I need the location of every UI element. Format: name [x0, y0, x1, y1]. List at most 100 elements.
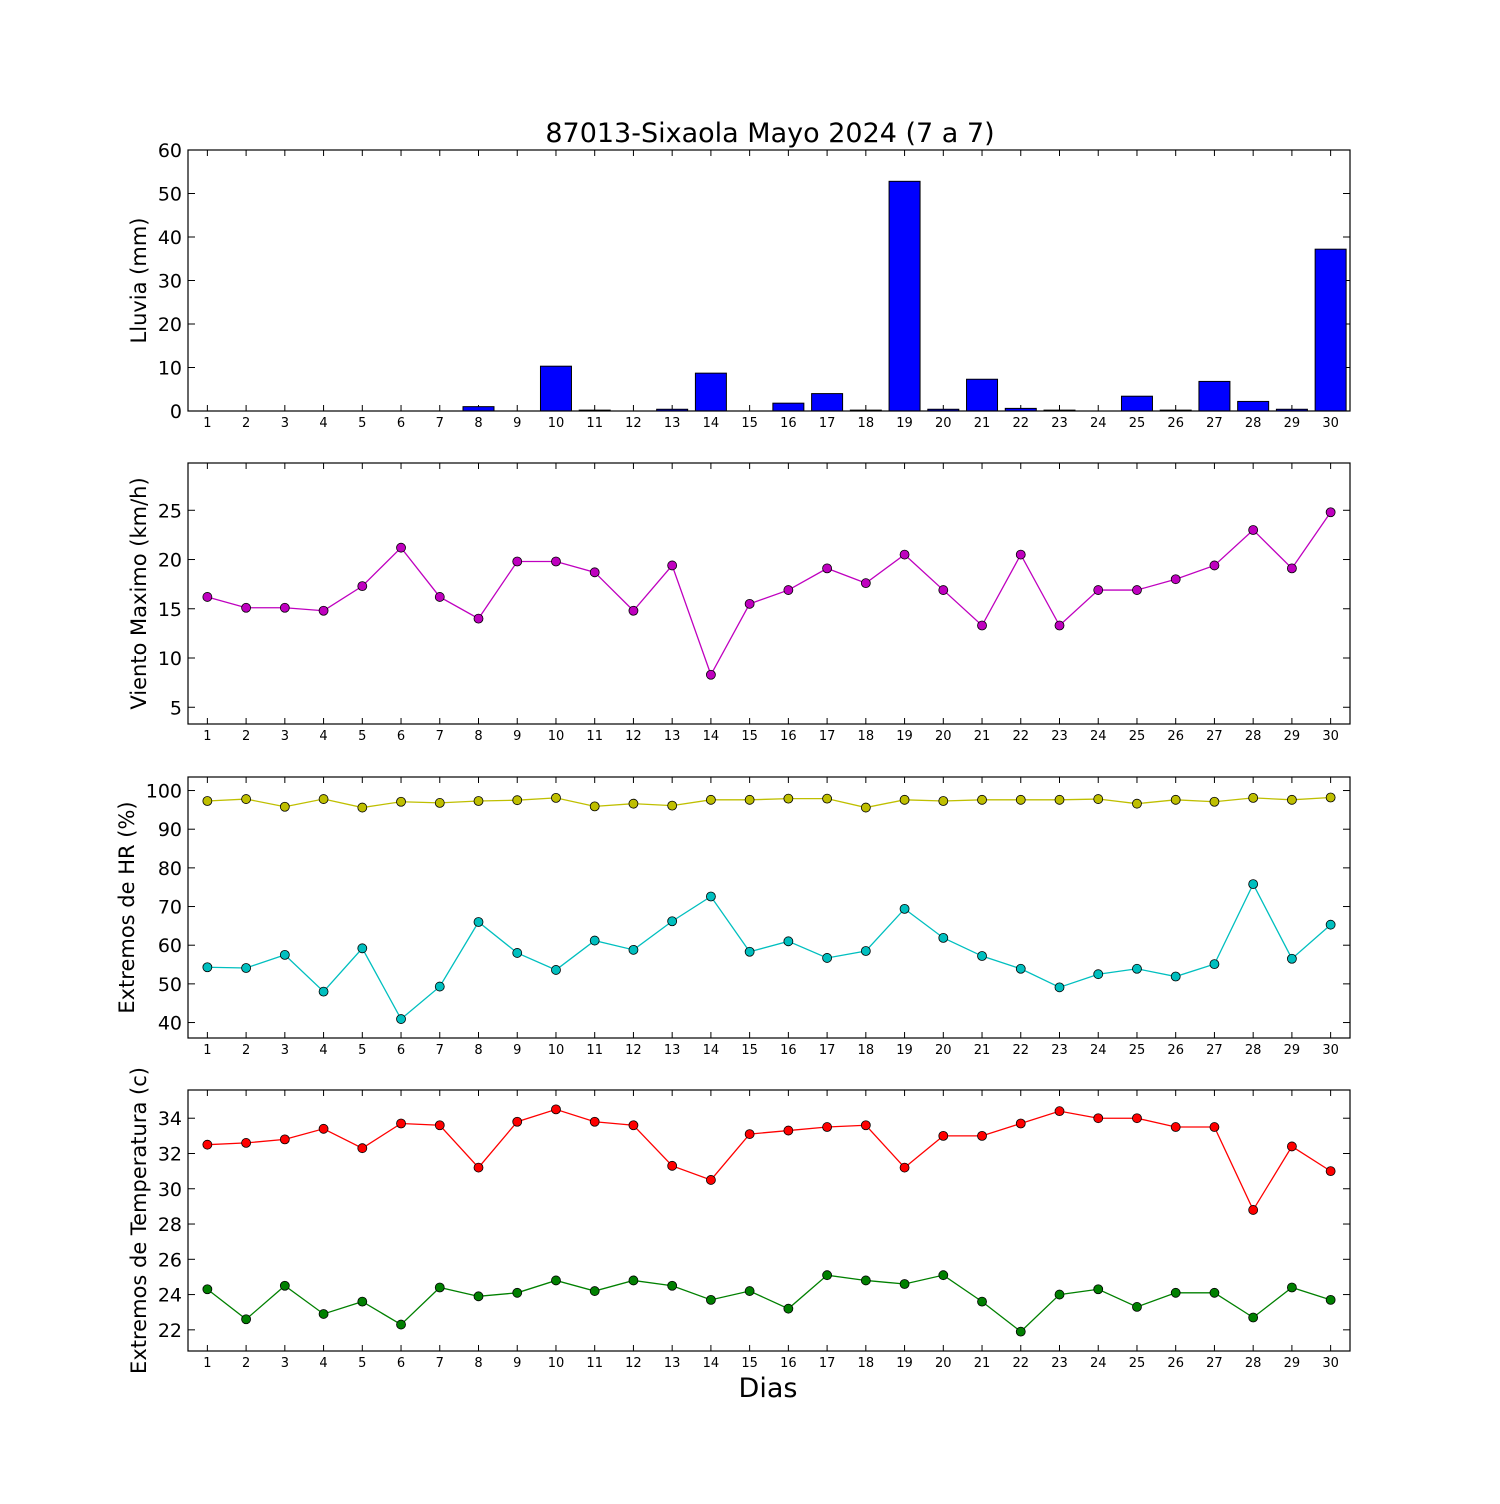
x-tick-label: 19 [896, 416, 913, 431]
plot-frame [187, 462, 1351, 725]
data-point [1209, 1287, 1220, 1298]
data-point [473, 613, 484, 624]
data-point [938, 932, 949, 943]
x-tick-label: 5 [358, 1356, 366, 1371]
x-tick-label: 18 [858, 416, 875, 431]
data-point [1170, 574, 1181, 585]
x-tick-label: 3 [281, 1043, 289, 1058]
data-point [396, 1014, 406, 1024]
x-tick-label: 14 [703, 416, 720, 431]
data-point [357, 581, 368, 592]
x-tick-label: 9 [513, 416, 521, 431]
data-point [318, 986, 329, 997]
data-point [1015, 1326, 1026, 1337]
data-point [977, 951, 987, 961]
y-tick-label: 20 [158, 314, 182, 336]
x-tick-label: 10 [548, 729, 565, 744]
data-point [706, 891, 716, 902]
data-point [1170, 1122, 1181, 1132]
data-point [1093, 1113, 1104, 1124]
data-point [1248, 1312, 1259, 1323]
data-point [1209, 796, 1220, 807]
x-tick-label: 24 [1090, 1043, 1107, 1058]
data-point [589, 801, 600, 812]
x-tick-label: 1 [203, 1356, 211, 1371]
x-tick-label: 25 [1129, 729, 1146, 744]
x-tick-label: 26 [1167, 1356, 1184, 1371]
data-point [706, 1294, 716, 1305]
data-point [434, 1282, 445, 1293]
data-point [822, 1122, 832, 1132]
x-tick-label: 17 [819, 1043, 836, 1058]
x-tick-label: 3 [281, 1356, 289, 1371]
x-tick-label: 1 [203, 729, 211, 744]
x-tick-label: 3 [281, 416, 289, 431]
data-point [434, 1120, 445, 1131]
x-tick-label: 29 [1284, 1043, 1301, 1058]
x-tick-label: 22 [1012, 1356, 1029, 1371]
x-tick-label: 30 [1322, 1356, 1339, 1371]
x-tick-label: 21 [974, 729, 991, 744]
x-tick-label: 16 [780, 729, 797, 744]
data-point [1015, 1118, 1026, 1129]
y-tick-label: 40 [158, 1013, 182, 1035]
x-tick-label: 13 [664, 1043, 681, 1058]
data-point [783, 936, 794, 947]
data-point [1093, 969, 1104, 980]
x-tick-label: 9 [513, 729, 521, 744]
data-point [434, 798, 445, 808]
y-tick-label: 20 [158, 550, 182, 572]
data-point [1170, 794, 1181, 805]
x-tick-label: 27 [1206, 1043, 1223, 1058]
x-tick-label: 5 [358, 729, 366, 744]
data-point [628, 798, 639, 809]
y-tick-label: 15 [158, 599, 182, 621]
data-point [279, 602, 290, 613]
data-point [1248, 1205, 1259, 1215]
x-tick-label: 23 [1051, 1043, 1068, 1058]
data-point [860, 802, 871, 813]
data-point [628, 605, 639, 616]
data-point [860, 578, 871, 589]
data-point [1093, 585, 1104, 595]
x-tick-label: 6 [397, 1356, 405, 1371]
data-point [899, 1279, 910, 1289]
data-point [202, 592, 213, 602]
data-point [512, 795, 523, 806]
data-point [938, 585, 949, 595]
x-tick-label: 12 [625, 1043, 642, 1058]
data-point [1287, 953, 1297, 964]
data-point [396, 1118, 406, 1129]
x-tick-label: 12 [625, 416, 642, 431]
data-point [783, 585, 794, 595]
x-tick-label: 20 [935, 416, 952, 431]
data-point [1132, 963, 1142, 974]
x-tick-label: 2 [242, 1356, 250, 1371]
data-point [938, 1130, 949, 1141]
data-point [1170, 1287, 1181, 1298]
x-tick-label: 7 [436, 729, 444, 744]
data-point [1287, 1282, 1297, 1293]
x-tick-label: 28 [1245, 729, 1262, 744]
y-tick-label: 50 [158, 184, 182, 206]
x-tick-label: 22 [1012, 729, 1029, 744]
x-tick-label: 25 [1129, 416, 1146, 431]
data-point [279, 1134, 290, 1145]
x-tick-label: 2 [242, 416, 250, 431]
data-point [318, 794, 329, 804]
data-point [318, 1123, 329, 1134]
data-point [551, 792, 561, 803]
data-point [977, 1296, 987, 1307]
x-tick-label: 29 [1284, 416, 1301, 431]
x-tick-label: 25 [1129, 1043, 1146, 1058]
x-tick-label: 20 [935, 1356, 952, 1371]
data-point [1054, 794, 1065, 805]
data-point [589, 935, 600, 946]
data-point [589, 567, 600, 578]
x-tick-label: 24 [1090, 416, 1107, 431]
y-axis-label: Lluvia (mm) [127, 218, 151, 344]
x-tick-label: 25 [1129, 1356, 1146, 1371]
data-point [1287, 794, 1297, 805]
